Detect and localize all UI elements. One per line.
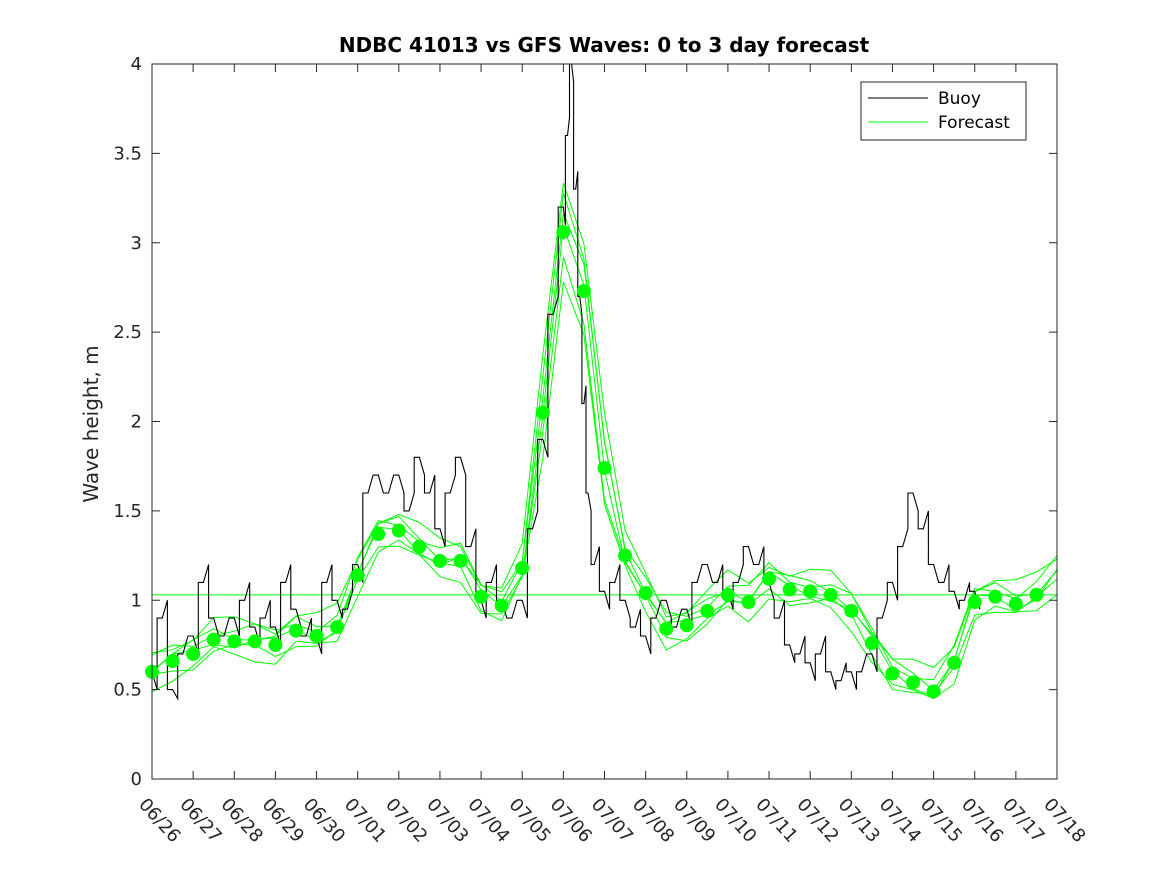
x-tick-label: 07/15 — [916, 794, 966, 847]
x-tick-label: 07/10 — [710, 794, 760, 847]
forecast-point — [535, 405, 550, 420]
forecast-point — [597, 460, 612, 475]
forecast-point — [885, 666, 900, 681]
forecast-markers-layer — [145, 225, 1044, 699]
forecast-point — [659, 621, 674, 636]
forecast-point — [288, 623, 303, 638]
x-tick-labels: 06/2606/2706/2806/2906/3007/0107/0207/03… — [134, 794, 1089, 847]
forecast-point — [803, 584, 818, 599]
forecast-line — [151, 213, 1058, 692]
x-tick-label: 07/05 — [505, 794, 555, 847]
x-tick-label: 07/16 — [957, 794, 1007, 847]
x-tick-label: 07/06 — [546, 794, 596, 847]
x-tick-label: 07/17 — [998, 794, 1048, 847]
x-tick-label: 07/09 — [669, 794, 719, 847]
chart-title: NDBC 41013 vs GFS Waves: 0 to 3 day fore… — [339, 33, 870, 57]
forecast-point — [618, 548, 633, 563]
forecast-point — [309, 629, 324, 643]
x-tick-label: 07/03 — [422, 794, 472, 847]
y-tick-label: 2 — [131, 412, 142, 433]
x-tick-label: 07/14 — [875, 794, 925, 847]
forecast-point — [330, 620, 345, 635]
forecast-point — [432, 553, 447, 568]
x-tick-label: 06/30 — [299, 794, 349, 847]
x-tick-label: 07/02 — [381, 794, 431, 847]
forecast-point — [906, 675, 921, 690]
forecast-point — [926, 684, 941, 699]
forecast-point — [741, 595, 756, 610]
plot-background — [152, 64, 1057, 779]
forecast-point — [1008, 596, 1023, 611]
forecast-point — [206, 632, 221, 647]
forecast-point — [556, 225, 571, 240]
forecast-point — [988, 589, 1003, 604]
forecast-point — [762, 571, 777, 586]
x-tick-label: 06/27 — [175, 794, 225, 847]
forecast-point — [186, 646, 201, 661]
forecast-point — [720, 587, 735, 602]
x-tick-label: 07/01 — [340, 794, 390, 847]
legend-box — [860, 81, 1027, 141]
x-tick-label: 07/11 — [751, 794, 801, 847]
forecast-point — [638, 586, 653, 601]
x-tick-label: 06/26 — [134, 794, 184, 847]
x-tick-label: 07/13 — [834, 794, 884, 847]
forecast-point — [967, 595, 982, 610]
forecast-point — [679, 618, 694, 633]
forecast-point — [864, 636, 879, 651]
y-tick-labels: 0 0.5 1 1.5 2 2.5 3 3.5 4 — [113, 54, 142, 790]
forecast-point — [474, 589, 489, 604]
y-tick-label: 1.5 — [113, 501, 142, 522]
forecast-point — [823, 587, 838, 602]
forecast-point — [247, 634, 262, 649]
x-tick-label: 07/12 — [792, 794, 842, 847]
y-tick-label: 4 — [131, 54, 142, 75]
forecast-line — [151, 256, 1058, 695]
forecast-point — [391, 523, 406, 538]
axes-layer — [151, 63, 1058, 780]
y-tick-label: 3 — [131, 233, 142, 254]
y-tick-label: 0 — [131, 769, 142, 790]
legend-forecast-label: Forecast — [938, 113, 1010, 133]
plot-area — [152, 64, 1057, 779]
forecast-point — [576, 284, 591, 299]
y-tick-label: 2.5 — [113, 322, 142, 343]
y-tick-label: 3.5 — [113, 143, 142, 164]
x-tick-label: 07/18 — [1039, 794, 1089, 847]
forecast-point — [268, 637, 283, 652]
legend-buoy-label: Buoy — [938, 89, 981, 109]
x-tick-label: 07/07 — [587, 794, 637, 847]
forecast-point — [412, 539, 427, 554]
forecast-line — [151, 281, 1058, 700]
forecast-point — [371, 527, 386, 542]
y-tick-label: 1 — [131, 590, 142, 611]
forecast-point — [1029, 587, 1044, 602]
forecast-point — [350, 568, 365, 583]
forecast-ensemble-layer — [151, 182, 1058, 700]
forecast-point — [453, 553, 468, 568]
forecast-point — [947, 655, 962, 670]
forecast-line — [151, 182, 1058, 669]
x-tick-label: 06/29 — [258, 794, 308, 847]
forecast-point — [227, 634, 242, 649]
y-axis-label: Wave height, m — [79, 345, 103, 502]
x-tick-label: 06/28 — [217, 794, 267, 847]
forecast-point — [844, 603, 859, 618]
buoy-series-layer — [151, 63, 981, 701]
forecast-point — [782, 582, 797, 597]
x-tick-label: 07/04 — [463, 794, 513, 847]
buoy-line — [151, 63, 981, 701]
forecast-point — [165, 654, 180, 669]
forecast-point — [494, 598, 509, 613]
legend: Buoy Forecast — [860, 81, 1027, 141]
y-tick-label: 0.5 — [113, 680, 142, 701]
x-tick-label: 07/08 — [628, 794, 678, 847]
forecast-point — [515, 561, 530, 576]
forecast-point — [700, 603, 715, 618]
